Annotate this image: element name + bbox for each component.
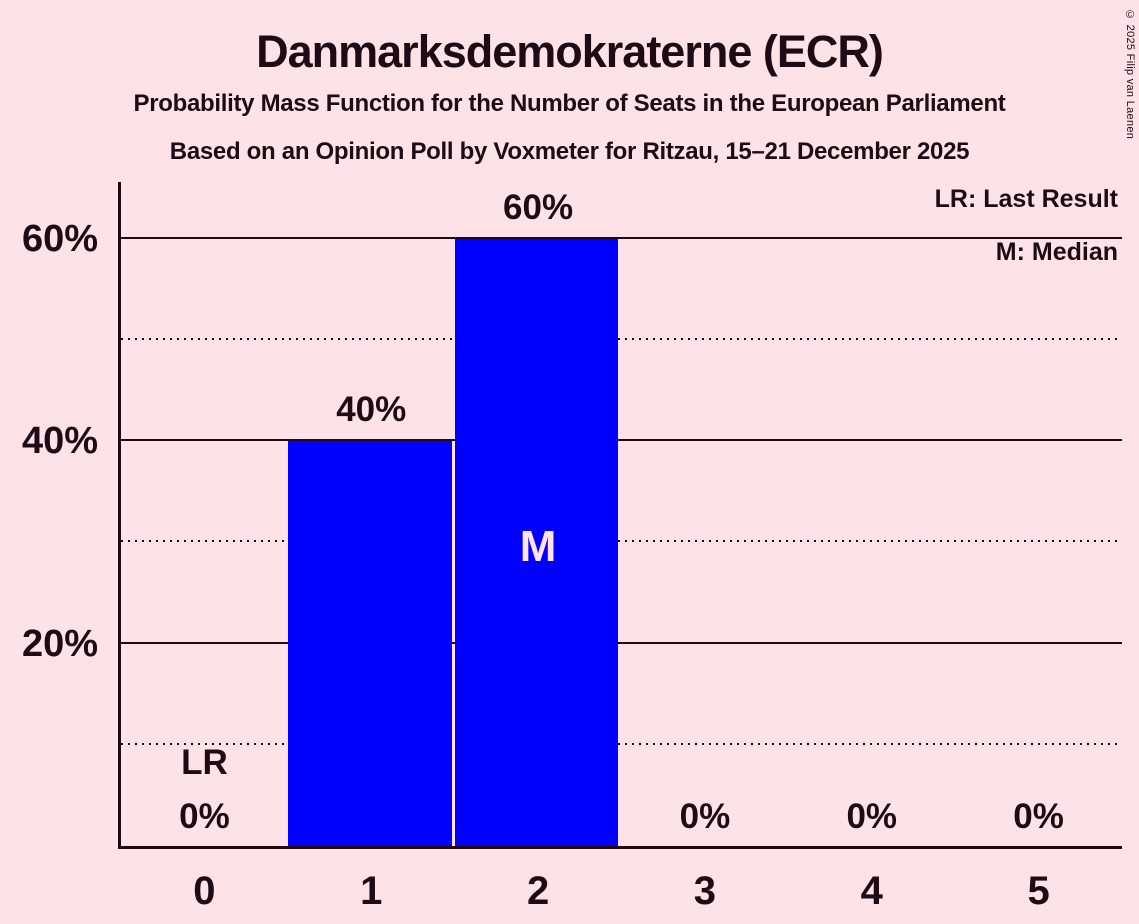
gridline-minor-50 [121, 337, 1122, 340]
x-axis-label-4: 4 [860, 869, 883, 913]
poll-source-line: Based on an Opinion Poll by Voxmeter for… [169, 138, 970, 165]
x-axis-label-2: 2 [526, 869, 550, 913]
gridline-major-60 [121, 236, 1122, 239]
gridline-major-20 [121, 641, 1122, 644]
y-axis-label-20: 20% [21, 622, 98, 665]
median-annotation: M [519, 522, 557, 571]
chart-subtitle: Probability Mass Function for the Number… [133, 90, 1006, 117]
gridline-major-40 [121, 439, 1122, 442]
bar-value-label-0: 0% [179, 797, 230, 836]
x-axis-label-0: 0 [193, 869, 216, 913]
legend: LR: Last Result M: Median [935, 185, 1118, 267]
legend-median: M: Median [995, 238, 1118, 266]
y-axis-label-60: 60% [21, 217, 98, 260]
y-axis-label-40: 40% [21, 420, 98, 463]
page-title: Danmarksdemokraterne (ECR) [256, 26, 884, 77]
bar-value-label-5: 0% [1013, 797, 1064, 836]
bar-value-label-1: 40% [336, 390, 407, 430]
copyright-notice: © 2025 Filip van Laenen [1124, 9, 1136, 140]
x-axis-label-1: 1 [360, 869, 383, 913]
bar-seat-1 [288, 441, 452, 846]
gridline-minor-30 [121, 540, 1122, 543]
plot-area: 20% 40% 60% 0% 0 40% 1 60% 2 0% 3 0% 4 0% 5 LR M [22, 182, 1122, 911]
bar-value-label-4: 0% [846, 797, 898, 836]
x-axis-label-5: 5 [1027, 869, 1050, 913]
legend-last-result: LR: Last Result [934, 185, 1118, 213]
gridline-minor-10 [121, 742, 1122, 745]
x-axis-label-3: 3 [693, 869, 717, 913]
last-result-annotation: LR [181, 743, 228, 782]
bar-seat-2 [455, 238, 619, 846]
bar-value-label-3: 0% [679, 797, 731, 836]
bar-value-label-2: 60% [503, 187, 574, 227]
